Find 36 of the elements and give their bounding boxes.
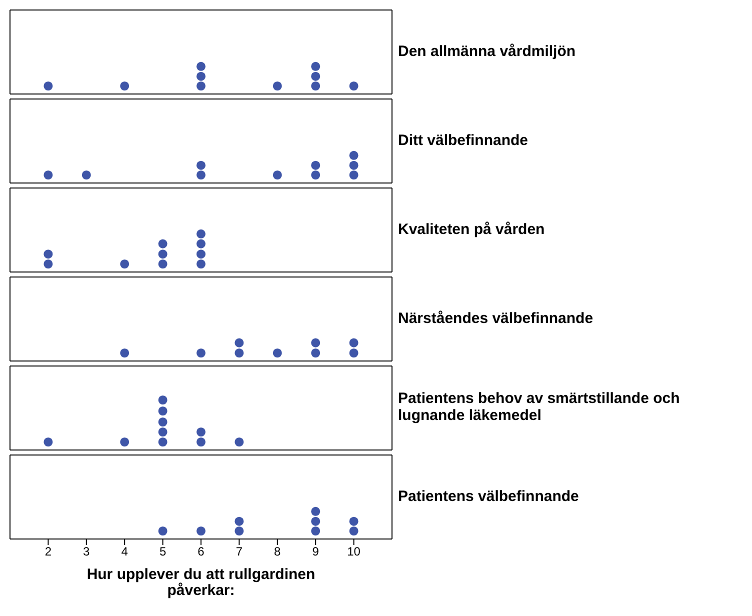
- x-tick-label: 6: [198, 544, 205, 559]
- point: [196, 229, 206, 238]
- point: [158, 395, 168, 405]
- point: [158, 406, 168, 416]
- point: [120, 437, 130, 447]
- x-tick-label: 5: [159, 544, 166, 559]
- x-tick-label: 4: [121, 544, 128, 559]
- point: [196, 250, 206, 259]
- point: [44, 259, 53, 269]
- point: [196, 259, 206, 269]
- point: [158, 437, 168, 447]
- text: Kvaliteten på vården: [398, 220, 545, 238]
- x-tick-label: 3: [83, 544, 90, 559]
- point: [234, 437, 244, 447]
- point: [44, 437, 53, 447]
- x-tick-label: 9: [312, 544, 320, 559]
- x-tick-label: 2: [44, 544, 52, 559]
- point: [158, 259, 168, 269]
- text: Patientens behov av smärtstillande och lugnande läkemedel: [398, 390, 681, 424]
- text: Patientens välbefinnande: [398, 488, 579, 504]
- x-tick-label: 8: [274, 544, 282, 559]
- point: [196, 427, 206, 437]
- text: Närståendes välbefinnande: [398, 310, 594, 326]
- x-axis-title: Hur upplever du att rullgardinen påverkar:: [86, 566, 316, 599]
- text: Ditt välbefinnande: [398, 132, 528, 148]
- point: [158, 427, 168, 437]
- point: [158, 250, 168, 259]
- point: [196, 437, 206, 447]
- point: [158, 417, 168, 427]
- point: [44, 250, 53, 259]
- point: [120, 259, 130, 269]
- text: Den allmänna vårdmiljön: [398, 42, 576, 60]
- x-tick-label: 7: [236, 544, 243, 559]
- point: [196, 239, 206, 248]
- point: [158, 239, 168, 248]
- x-tick-label: 10: [347, 544, 361, 559]
